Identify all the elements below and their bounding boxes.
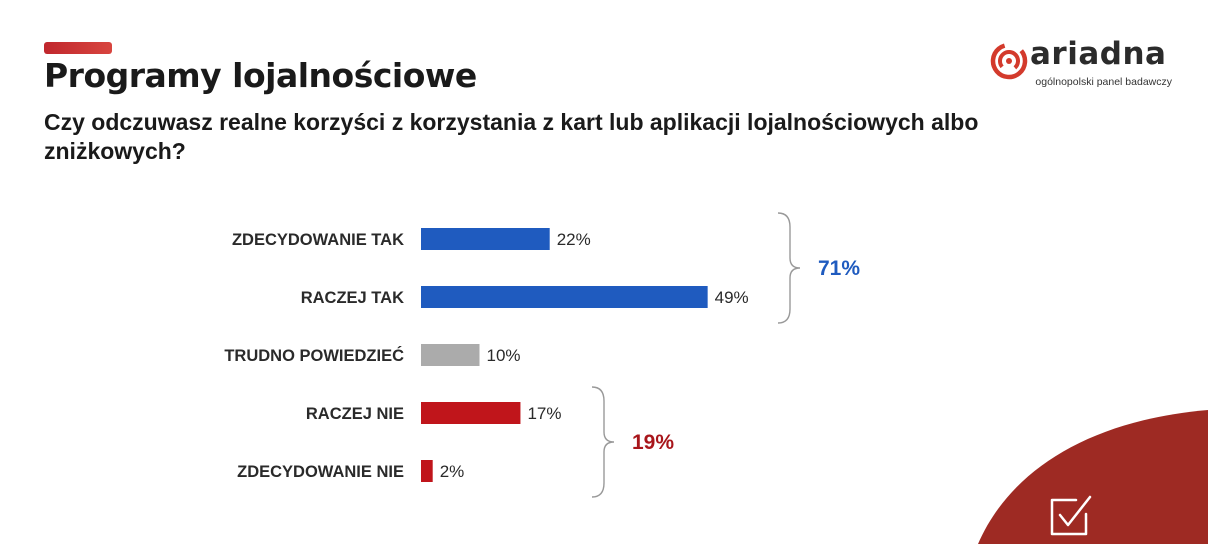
category-label: TRUDNO POWIEDZIEĆ bbox=[224, 346, 404, 365]
value-label: 2% bbox=[440, 462, 465, 481]
survey-question: Czy odczuwasz realne korzyści z korzysta… bbox=[44, 109, 979, 164]
group-bracket bbox=[777, 212, 801, 324]
category-label: ZDECYDOWANIE NIE bbox=[237, 463, 404, 481]
category-label: RACZEJ TAK bbox=[301, 289, 404, 307]
bar bbox=[421, 460, 433, 482]
ariadna-logo-icon bbox=[990, 42, 1028, 80]
page-title: Programy lojalnościowe bbox=[44, 56, 477, 95]
bar bbox=[421, 344, 480, 366]
bar bbox=[421, 228, 550, 250]
value-label: 10% bbox=[487, 346, 521, 365]
logo-wordmark: ariadna bbox=[1030, 36, 1167, 72]
value-label: 22% bbox=[557, 230, 591, 249]
group-total-label: 19% bbox=[632, 431, 674, 454]
accent-bar bbox=[44, 42, 112, 54]
ariadna-logo: ariadna ogólnopolski panel badawczy bbox=[990, 36, 1180, 92]
bar bbox=[421, 402, 521, 424]
category-label: ZDECYDOWANIE TAK bbox=[232, 231, 404, 249]
checkbox-check-icon bbox=[1050, 495, 1092, 536]
bar bbox=[421, 286, 708, 308]
value-label: 17% bbox=[527, 404, 561, 423]
group-total-label: 71% bbox=[818, 257, 860, 280]
group-bracket bbox=[591, 386, 615, 498]
category-label: RACZEJ NIE bbox=[306, 405, 404, 423]
value-label: 49% bbox=[715, 288, 749, 307]
logo-tagline: ogólnopolski panel badawczy bbox=[1035, 76, 1172, 88]
